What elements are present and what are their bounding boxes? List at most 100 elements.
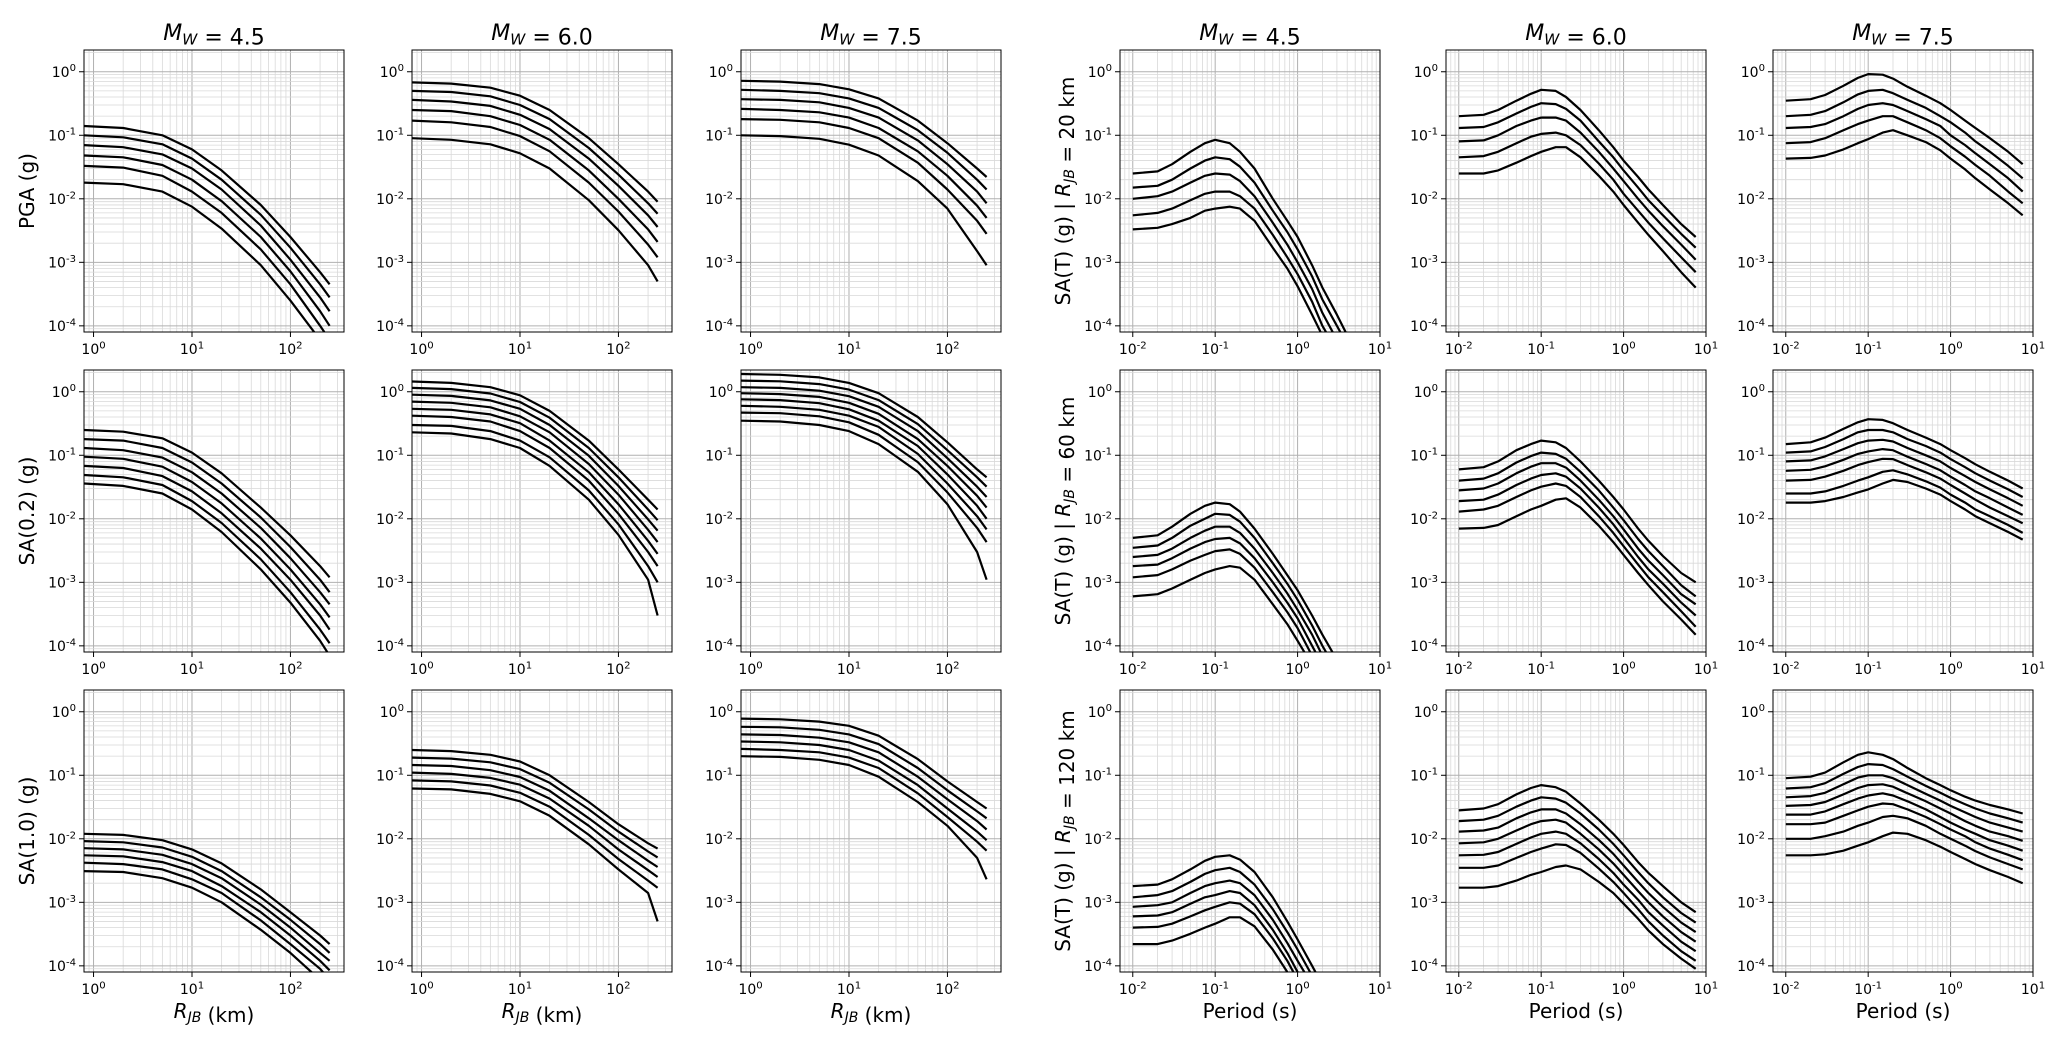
series-line-1 [412,81,659,203]
x-tick-label: 10-1 [1201,340,1229,358]
series-line-5 [1785,792,2024,852]
y-tick-label: 100 [1414,63,1438,81]
axes-frame [740,689,1002,973]
series-line-5 [412,119,659,258]
series-line-2 [1132,512,1328,652]
grid [1119,370,1381,653]
y-axis-label: SA(T) (g) | RJB = 120 km [1051,710,1079,951]
series-line-5 [84,464,331,631]
series-group [84,832,331,972]
y-tick-label: 10-3 [48,574,76,592]
series-line-4 [1458,131,1697,273]
y-tick-label: 100 [1088,63,1112,81]
series-line-1 [1785,418,2024,490]
series-line-7 [412,423,659,583]
series-group [1132,501,1334,652]
series-line-6 [1785,802,2024,862]
x-axis-label: RJB (km) [502,999,583,1027]
axes-frame [1772,689,2034,973]
series-line-2 [741,379,988,488]
column-title: MW = 4.5 [163,21,265,51]
y-tick-label: 100 [1741,703,1765,721]
series-line-4 [412,108,659,243]
y-tick-label: 10-3 [1410,894,1438,912]
y-tick-label: 100 [1088,703,1112,721]
y-tick-label: 10-3 [705,254,733,272]
series-line-4 [84,455,331,619]
panel-spectra-r2-c1: 10-2 10-1 100 10110-410-310-210-1100Period … [1410,689,1718,1023]
series-line-2 [741,88,988,191]
series-line-1 [1132,854,1317,972]
x-tick-label: 100 [1938,340,1962,358]
series-group [1785,418,2024,541]
series-line-1 [741,79,988,178]
axes-frame [411,369,673,653]
x-tick-label: 102 [606,660,630,678]
grid [1772,50,2034,333]
x-tick-label: 10-1 [1854,660,1882,678]
y-tick-label: 10-2 [48,510,76,528]
series-line-3 [741,386,988,498]
series-line-3 [412,393,659,532]
series-line-8 [1785,831,2024,885]
panel-distance-scaling-r0-c1: 100 101 102 10-4 10-3 10-2 10-1 100 MW = 6.0 [376,21,673,358]
y-tick-label: 10-2 [376,190,404,208]
x-tick-label: 10-2 [1119,340,1147,358]
y-tick-label: 10-1 [705,447,733,465]
axes-frame [411,49,673,333]
x-tick-label: 100 [1938,980,1962,998]
series-line-4 [741,740,988,842]
x-tick-label: 100 [1611,980,1635,998]
axes-frame [83,689,345,973]
x-tick-label: 102 [935,340,959,358]
x-tick-label: 102 [606,340,630,358]
panel-spectra-r1-c0: 10-2 10-1 100 101 10-4 10-3 10-2 10-1 100 SA(T) (… [1051,369,1392,678]
y-tick-label: 10-3 [705,894,733,912]
x-tick-label: 10-2 [1772,660,1800,678]
x-tick-label: 10-2 [1772,980,1800,998]
y-tick-label: 10-4 [1410,317,1438,335]
y-tick-label: 10-4 [705,317,733,335]
series-line-6 [1458,843,1697,962]
series-line-4 [412,400,659,543]
series-line-3 [84,847,331,962]
series-line-7 [1785,814,2024,871]
y-tick-label: 10-3 [48,254,76,272]
y-tick-label: 10-4 [1084,957,1112,975]
y-tick-label: 10-2 [1737,190,1765,208]
y-tick-label: 10-1 [1410,447,1438,465]
series-line-6 [1132,916,1289,972]
series-line-6 [84,473,331,644]
series-line-4 [741,107,988,219]
series-group [412,748,659,922]
x-tick-label: 10-1 [1201,660,1229,678]
series-line-2 [412,89,659,215]
y-tick-label: 10-2 [1737,510,1765,528]
series-line-2 [1785,762,2024,824]
axes-frame [1445,49,1707,333]
series-line-5 [412,407,659,555]
series-line-5 [84,861,325,972]
series-group [1132,854,1317,972]
y-tick-label: 10-3 [1737,574,1765,592]
series-line-1 [741,372,988,479]
grid [1445,50,1707,333]
series-group [1132,138,1347,332]
y-tick-label: 10-1 [1084,447,1112,465]
x-tick-label: 101 [1694,340,1718,358]
series-line-1 [1458,88,1697,238]
series-line-2 [84,134,331,299]
panel-spectra-r1-c1: 10-2 10-1 100 101 10-4 10-3 10-2 10-1 100 [1410,369,1718,678]
axes-frame [1445,689,1707,973]
series-line-1 [1458,783,1697,914]
x-tick-label: 10-1 [1201,980,1229,998]
y-tick-label: 10-4 [1737,317,1765,335]
grid [411,690,672,973]
y-axis-label: PGA (g) [15,153,39,229]
series-line-2 [1785,428,2024,498]
series-line-6 [741,755,988,880]
y-tick-label: 10-3 [705,574,733,592]
series-line-2 [1458,451,1697,598]
y-tick-label: 10-2 [1410,190,1438,208]
series-line-4 [1132,536,1317,652]
